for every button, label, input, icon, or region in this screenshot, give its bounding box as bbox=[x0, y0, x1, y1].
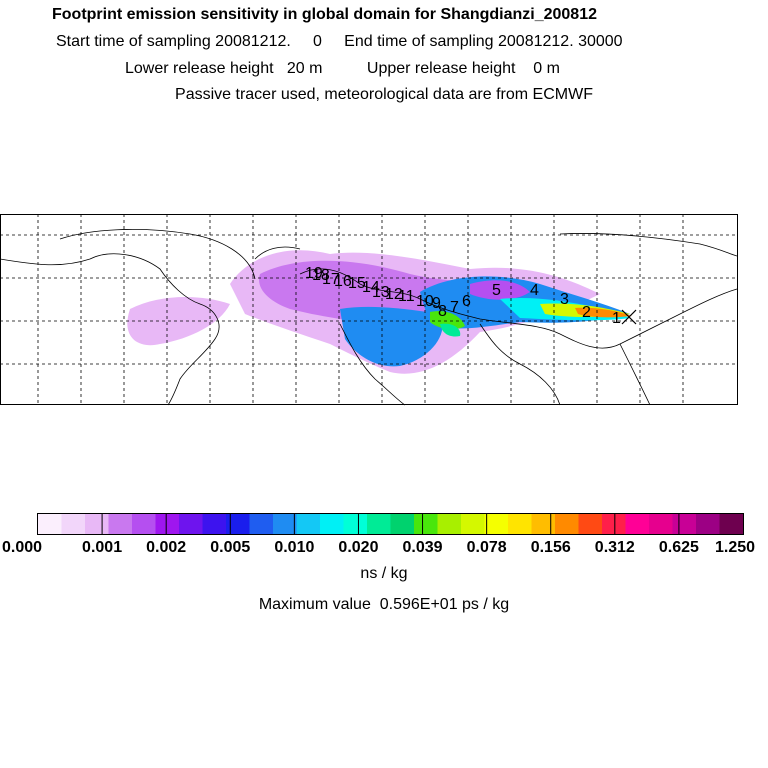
trajectory-label: 12 bbox=[385, 286, 403, 303]
colorbar-swatch bbox=[508, 514, 532, 534]
trajectory-label: 8 bbox=[438, 303, 447, 320]
colorbar-swatch bbox=[602, 514, 626, 534]
footprint-map: 1 2 3 4 5 6 7 8 9 10 11 12 13 14 15 16 1… bbox=[0, 214, 738, 406]
trajectory-label: 11 bbox=[398, 288, 415, 305]
receptor-cross bbox=[621, 309, 637, 325]
trajectory-label: 1 bbox=[612, 310, 621, 327]
colorbar-swatch bbox=[179, 514, 203, 534]
trajectory-labels: 1 2 3 4 5 6 7 8 9 10 11 12 13 14 15 16 1… bbox=[305, 265, 621, 327]
colorbar-swatch bbox=[155, 514, 180, 534]
colorbar-swatch bbox=[61, 514, 86, 534]
footprint-field bbox=[127, 250, 632, 374]
colorbar-swatch bbox=[296, 514, 321, 534]
colorbar-tick-label: 0.156 bbox=[530, 539, 571, 556]
colorbar-tick-label: 0.005 bbox=[210, 539, 251, 556]
trajectory-label: 10 bbox=[416, 293, 434, 310]
colorbar-swatch bbox=[202, 514, 227, 534]
colorbar-swatch bbox=[461, 514, 485, 534]
colorbar-swatch bbox=[38, 514, 62, 534]
colorbar-swatch bbox=[108, 514, 133, 534]
colorbar-swatch bbox=[249, 514, 274, 534]
trajectory-label: 5 bbox=[492, 282, 501, 299]
trajectory-label: 15 bbox=[348, 275, 366, 292]
colorbar-swatch bbox=[531, 514, 556, 534]
colorbar-tick-label: 0.001 bbox=[82, 539, 123, 556]
colorbar-swatch bbox=[320, 514, 344, 534]
trajectory-label: 19 bbox=[305, 265, 323, 282]
trajectory-label: 2 bbox=[582, 304, 591, 321]
colorbar-swatch bbox=[390, 514, 415, 534]
trajectory-label: 7 bbox=[450, 299, 459, 316]
colorbar-tick-label: 0.312 bbox=[594, 539, 635, 556]
trajectory-label: 4 bbox=[530, 282, 539, 299]
colorbar-swatch bbox=[555, 514, 579, 534]
colorbar-swatch bbox=[273, 514, 297, 534]
maximum-value: Maximum value 0.596E+01 ps / kg bbox=[258, 596, 510, 613]
colorbar-tick-label: 0.002 bbox=[146, 539, 187, 556]
release-heights: Lower release height 20 m Upper release … bbox=[125, 60, 560, 77]
map-grid bbox=[0, 214, 738, 405]
colorbar-unit: ns / kg bbox=[360, 565, 408, 582]
colorbar-swatch bbox=[719, 514, 744, 534]
trajectory-label: 3 bbox=[560, 291, 569, 308]
colorbar-swatch bbox=[343, 514, 368, 534]
colorbar-tick-label: 0.078 bbox=[466, 539, 507, 556]
sampling-times: Start time of sampling 20081212. 0 End t… bbox=[56, 33, 623, 50]
trajectory-label: 6 bbox=[462, 293, 471, 310]
trajectory-label: 14 bbox=[362, 279, 380, 296]
tracer-note: Passive tracer used, meteorological data… bbox=[175, 86, 593, 103]
trajectory-label: 13 bbox=[372, 284, 390, 301]
colorbar-tick-label: 0.625 bbox=[658, 539, 699, 556]
colorbar-swatch bbox=[672, 514, 697, 534]
colorbar-swatch bbox=[696, 514, 720, 534]
trajectory-label: 9 bbox=[432, 295, 441, 312]
trajectory-label: 16 bbox=[334, 273, 352, 290]
colorbar-swatch bbox=[226, 514, 250, 534]
trajectory-label: 18 bbox=[312, 267, 330, 284]
colorbar-swatch bbox=[132, 514, 156, 534]
colorbar-swatch bbox=[578, 514, 603, 534]
colorbar-tick-label: 0.000 bbox=[1, 539, 43, 556]
colorbar-swatch bbox=[437, 514, 462, 534]
page-title: Footprint emission sensitivity in global… bbox=[52, 6, 597, 23]
coastlines bbox=[0, 229, 738, 406]
colorbar-tick-label: 0.020 bbox=[338, 539, 379, 556]
colorbar-swatch bbox=[484, 514, 509, 534]
colorbar-tick-label: 1.250 bbox=[714, 539, 756, 556]
colorbar-swatch bbox=[625, 514, 650, 534]
colorbar-swatch bbox=[85, 514, 109, 534]
colorbar-swatch bbox=[649, 514, 673, 534]
colorbar-tick-label: 0.010 bbox=[274, 539, 315, 556]
colorbar-swatch bbox=[367, 514, 391, 534]
colorbar-tick-label: 0.039 bbox=[402, 539, 443, 556]
colorbar bbox=[37, 513, 744, 535]
trajectory-label: 17 bbox=[322, 271, 340, 288]
colorbar-swatch bbox=[414, 514, 438, 534]
